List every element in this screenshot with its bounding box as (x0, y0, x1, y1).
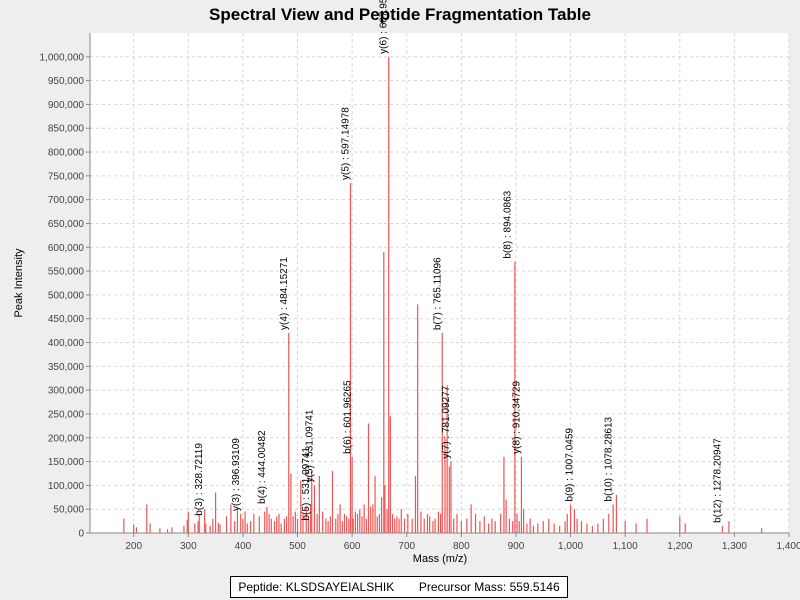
y-tick-label: 500,000 (48, 290, 85, 301)
y-tick-label: 650,000 (48, 219, 85, 230)
y-tick-label: 850,000 (48, 124, 85, 135)
peak-annotation: b(8) : 894.0863 (503, 190, 514, 258)
y-tick-label: 800,000 (48, 148, 85, 159)
x-tick-label: 600 (344, 541, 361, 552)
x-tick-label: 400 (235, 541, 252, 552)
plot-area (90, 33, 789, 533)
x-tick-label: 500 (289, 541, 306, 552)
y-tick-label: 50,000 (53, 505, 84, 516)
peak-annotation: y(4) : 484.15271 (279, 257, 290, 330)
x-ticks: 200 300 400 500 600 700 800 900 1,000 1,100 1,200 1… (125, 533, 800, 552)
peak-annotation: b(7) : 765.11096 (432, 257, 443, 330)
x-tick-label: 300 (180, 541, 197, 552)
peak-annotation: y(5) : 531.09741 (304, 409, 315, 482)
x-tick-label: 900 (508, 541, 525, 552)
y-tick-label: 0 (78, 529, 84, 540)
y-tick-label: 300,000 (48, 386, 85, 397)
y-tick-label: 450,000 (48, 314, 85, 325)
y-tick-label: 750,000 (48, 171, 85, 182)
peak-annotation: b(3) : 328.72119 (194, 443, 205, 516)
x-axis-label: Mass (m/z) (413, 553, 467, 565)
x-tick-label: 1,300 (722, 541, 747, 552)
x-tick-label: 200 (125, 541, 142, 552)
peak-annotation: y(6) : 667.95 (379, 0, 390, 54)
y-tick-label: 600,000 (48, 243, 85, 254)
peak-bars (123, 56, 763, 533)
peak-annotation: y(5) : 597.14978 (341, 107, 352, 180)
y-tick-label: 100,000 (48, 481, 85, 492)
x-tick-label: 800 (453, 541, 470, 552)
y-tick-label: 150,000 (48, 457, 85, 468)
y-tick-label: 250,000 (48, 409, 85, 420)
grid (90, 33, 790, 533)
peak-annotation: b(5) : 531.09741 (301, 447, 312, 521)
peak-annotation: b(10) : 1078.28613 (603, 416, 614, 501)
y-ticks: 0 50,000 100,000 150,000 200,000 250,000 300,0… (40, 52, 90, 540)
y-tick-label: 350,000 (48, 362, 85, 373)
y-tick-label: 400,000 (48, 338, 85, 349)
x-tick-label: 1,000 (558, 541, 583, 552)
x-tick-label: 1,100 (613, 541, 638, 552)
y-tick-label: 950,000 (48, 76, 85, 87)
peak-annotation: b(12) : 1278.20947 (712, 438, 723, 523)
x-tick-label: 1,400 (776, 541, 800, 552)
peak-annotation: b(9) : 1007.0459 (564, 428, 575, 502)
peak-annotation: b(6) : 601.96265 (343, 380, 354, 454)
legend-precursor-mass: Precursor Mass: 559.5146 (418, 580, 560, 594)
legend-box: Peptide: KLSDSAYEIALSHIK Precursor Mass:… (230, 576, 568, 598)
peak-annotation: y(7) : 781.09277 (441, 385, 452, 458)
peak-annotation: y(3) : 396.93109 (231, 438, 242, 511)
peak-annotation: y(8) : 910.34729 (512, 381, 523, 454)
y-tick-label: 550,000 (48, 267, 85, 278)
chart-title: Spectral View and Peptide Fragmentation … (209, 5, 591, 24)
y-axis-label: Peak Intensity (13, 248, 25, 318)
peak-annotations: b(3) : 328.72119 y(3) : 396.93109 b(4) : 4… (194, 0, 724, 523)
y-tick-label: 200,000 (48, 433, 85, 444)
y-tick-label: 700,000 (48, 195, 85, 206)
legend-peptide: Peptide: KLSDSAYEIALSHIK (238, 580, 395, 594)
y-tick-label: 1,000,000 (40, 52, 85, 63)
x-tick-label: 700 (398, 541, 415, 552)
peak-annotation: b(4) : 444.00482 (257, 430, 268, 504)
y-tick-label: 900,000 (48, 100, 85, 111)
x-tick-label: 1,200 (667, 541, 692, 552)
